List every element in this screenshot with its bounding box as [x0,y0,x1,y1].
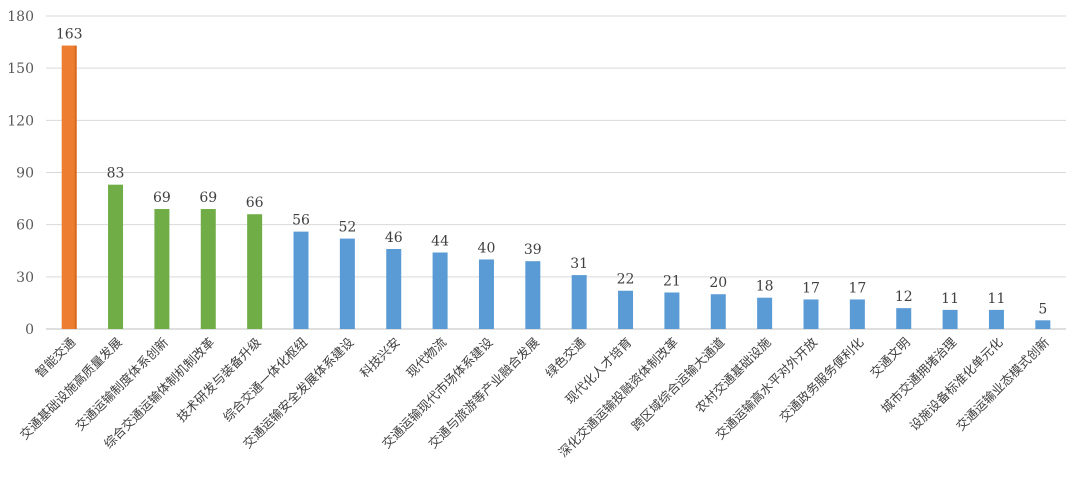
gridlines [46,15,1066,330]
x-axis-categories: 智能交通交通基础设施高质量发展交通运输制度体系创新综合交通运输体制机制改革技术研… [17,334,1052,460]
data-label: 17 [802,280,820,296]
bar [896,308,912,329]
bar [525,261,541,329]
data-label: 69 [153,190,171,206]
data-label: 44 [431,233,449,249]
data-label: 18 [756,279,774,295]
data-label: 21 [663,273,681,289]
y-tick-label: 150 [7,61,34,77]
bar [432,252,448,329]
data-label: 11 [988,291,1006,307]
bar [293,231,309,329]
x-category-label: 科技兴安 [357,335,403,381]
bars [61,45,1051,330]
data-label: 20 [709,275,727,291]
data-label: 52 [338,220,356,236]
bar [386,249,402,329]
y-tick-label: 30 [16,270,34,286]
bar [61,45,77,330]
bar [618,290,634,329]
data-label: 12 [895,289,913,305]
bar [803,299,819,329]
data-label: 66 [246,195,264,211]
bar [988,309,1004,329]
bar [200,209,216,329]
data-label: 56 [292,213,310,229]
y-tick-label: 60 [16,218,34,234]
x-category-label: 技术研发与装备升级 [174,334,265,425]
data-labels: 163 83 69 69 66 56 52 46 44 40 39 31 22 21 20 18 17 17 12 1… [56,27,1047,318]
x-category-label: 交通政务服务便利化 [776,334,867,425]
bar [247,214,263,329]
x-category-label: 智能交通 [32,334,78,380]
data-label: 5 [1038,301,1047,317]
data-label: 39 [524,242,542,258]
bar-shade [74,45,77,330]
y-tick-label: 90 [16,166,34,182]
bar [339,238,355,329]
y-axis-ticks: 0 30 60 90 120 150 180 [7,9,34,338]
bar [1035,320,1051,329]
bar [710,294,726,329]
x-category-label: 交通文明 [867,335,913,381]
data-label: 31 [570,256,588,272]
bar [849,299,865,329]
data-label: 69 [199,190,217,206]
data-label: 83 [107,166,125,182]
bar [478,259,494,329]
data-label: 163 [56,27,83,43]
bar [571,275,587,329]
data-label: 11 [941,291,959,307]
data-label: 17 [848,280,866,296]
data-label: 40 [478,240,496,256]
y-tick-label: 180 [7,9,34,25]
bar [942,309,958,329]
bar [757,297,773,329]
x-category-label: 交通运输业态模式创新 [953,335,1052,434]
x-category-label: 绿色交通 [542,334,588,380]
bar [108,184,124,329]
y-tick-label: 0 [25,322,34,338]
data-label: 46 [385,230,403,246]
x-category-label: 现代物流 [403,334,449,380]
bar [154,209,170,329]
x-category-label: 综合交通一体化枢纽 [220,335,310,425]
data-label: 22 [617,272,635,288]
y-tick-label: 120 [7,113,34,129]
bar [664,292,680,329]
